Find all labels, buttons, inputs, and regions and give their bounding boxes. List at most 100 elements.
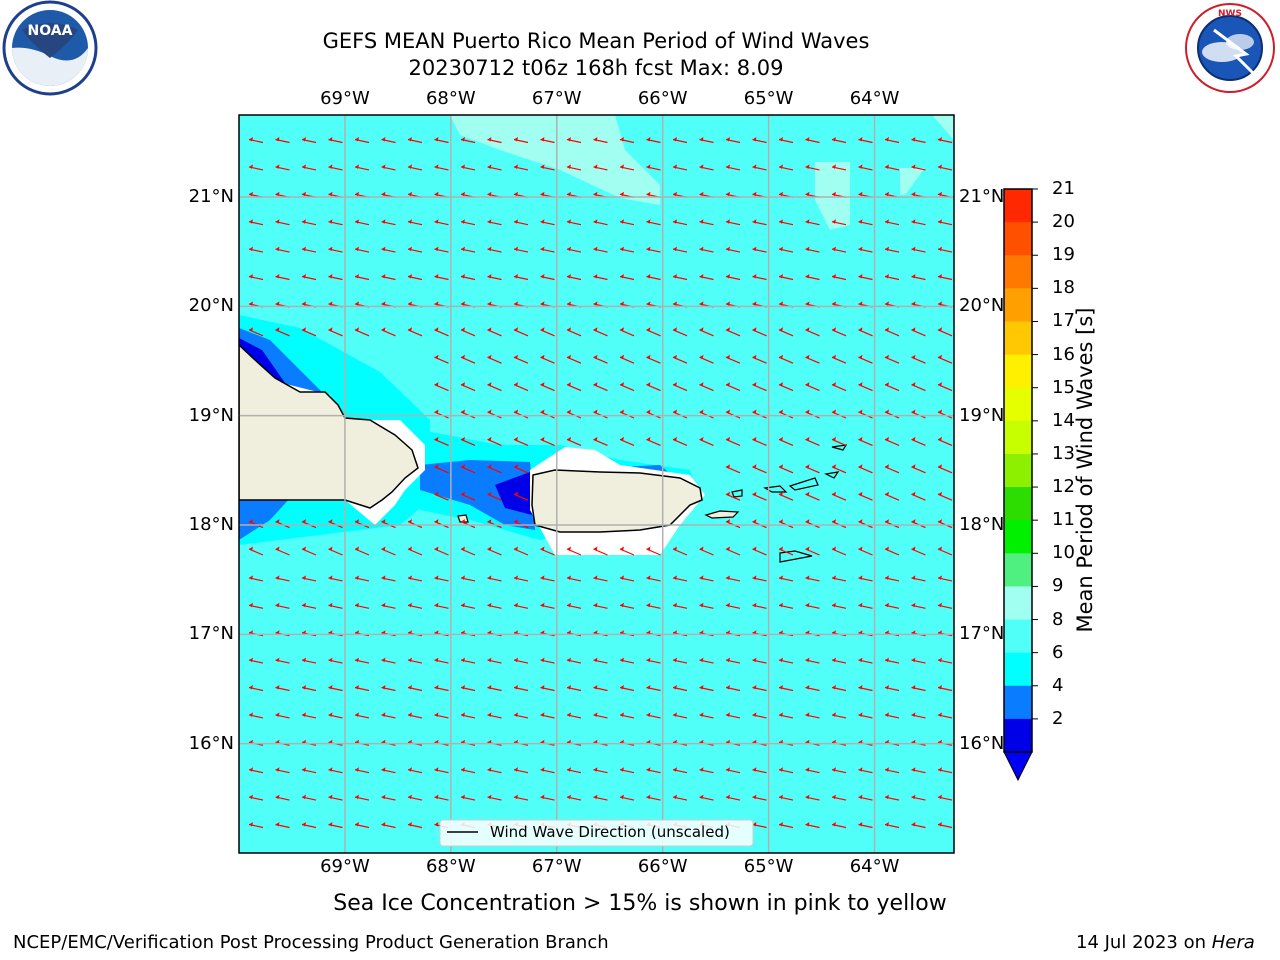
wave-direction-arrowhead	[302, 794, 306, 800]
wave-direction-arrowhead	[911, 822, 916, 827]
legend-label: Wind Wave Direction (unscaled)	[490, 823, 730, 841]
wave-direction-arrowhead	[249, 327, 253, 332]
wave-direction-arrowhead	[434, 602, 439, 608]
wave-direction-arrowhead	[408, 137, 412, 142]
wave-direction-arrowhead	[567, 685, 571, 690]
wave-direction-arrowhead	[275, 191, 280, 197]
wave-direction-arrowhead	[673, 327, 677, 332]
wave-direction-arrowhead	[779, 354, 783, 360]
wave-direction-arrowhead	[408, 602, 412, 608]
wave-direction-arrowhead	[593, 219, 598, 224]
wave-direction-arrowhead	[779, 794, 783, 800]
wave-direction-arrowhead	[593, 191, 598, 197]
wave-direction-arrowhead	[885, 491, 889, 497]
wave-direction-arrowhead	[540, 219, 545, 224]
wave-direction-arrowhead	[540, 685, 545, 690]
wave-direction-arrowhead	[938, 354, 942, 360]
wave-direction-arrowhead	[779, 382, 783, 387]
wave-direction-arrowhead	[514, 219, 518, 224]
wave-direction-arrowhead	[779, 436, 783, 442]
wave-direction-arrowhead	[249, 546, 253, 551]
wave-direction-arrowhead	[646, 546, 651, 551]
wave-direction-arrowhead	[699, 712, 704, 717]
wave-direction-arrowhead	[805, 219, 810, 224]
wave-direction-arrowhead	[487, 546, 492, 551]
wave-direction-arrowhead	[461, 164, 465, 169]
lon-label-bottom: 64°W	[849, 856, 900, 877]
wave-direction-arrowhead	[699, 630, 704, 635]
lon-label-top: 66°W	[637, 88, 688, 109]
wave-direction-arrowhead	[858, 712, 863, 717]
lon-label-bottom: 69°W	[320, 856, 370, 877]
wave-direction-arrowhead	[328, 327, 333, 332]
wave-direction-arrowhead	[302, 219, 306, 224]
wave-direction-arrowhead	[620, 575, 624, 580]
wave-direction-arrowhead	[699, 602, 704, 608]
wave-direction-arrowhead	[673, 794, 677, 800]
colorbar-tick-label: 11	[1052, 509, 1075, 531]
wave-direction-arrowhead	[302, 630, 306, 635]
wave-direction-arrowhead	[885, 274, 889, 279]
wave-direction-arrowhead	[355, 327, 359, 332]
wave-direction-arrowhead	[673, 301, 677, 306]
wave-direction-arrowhead	[911, 685, 916, 690]
wave-direction-arrowhead	[726, 685, 730, 690]
wave-direction-arrowhead	[540, 546, 545, 551]
wave-direction-arrowhead	[779, 491, 783, 497]
wave-direction-arrowhead	[302, 767, 306, 772]
wave-direction-arrowhead	[461, 491, 465, 497]
wave-direction-arrowhead	[832, 630, 836, 635]
wave-direction-arrowhead	[726, 354, 730, 360]
wave-direction-arrowhead	[832, 491, 836, 497]
wave-direction-arrowhead	[593, 382, 598, 387]
wave-direction-arrowhead	[540, 767, 545, 772]
wave-direction-arrowhead	[858, 685, 863, 690]
wave-direction-arrowhead	[779, 546, 783, 551]
wave-direction-arrowhead	[752, 794, 757, 800]
lat-label-left: 17°N	[188, 623, 234, 645]
wave-direction-arrowhead	[487, 274, 492, 279]
wave-direction-arrowhead	[832, 436, 836, 442]
wave-direction-arrowhead	[593, 354, 598, 360]
wave-direction-arrowhead	[699, 436, 704, 442]
wave-direction-arrowhead	[593, 137, 598, 142]
wave-direction-arrowhead	[355, 546, 359, 551]
wave-direction-arrowhead	[858, 246, 863, 252]
colorbar-tick-label: 12	[1052, 476, 1075, 498]
colorbar-bin	[1004, 321, 1032, 356]
wave-direction-arrowhead	[779, 767, 783, 772]
wave-direction-arrowhead	[832, 246, 836, 252]
wave-direction-arrowhead	[381, 137, 386, 142]
wave-direction-arrowhead	[408, 657, 412, 663]
wave-direction-arrowhead	[699, 409, 704, 414]
wave-direction-arrowhead	[673, 164, 677, 169]
wave-direction-arrowhead	[752, 274, 757, 279]
blue-zone-southwest	[239, 495, 290, 540]
wave-direction-arrowhead	[673, 602, 677, 608]
colorbar-tick-label: 17	[1052, 310, 1075, 332]
wave-direction-arrowhead	[514, 164, 518, 169]
wave-direction-arrowhead	[726, 164, 730, 169]
wave-direction-arrowhead	[832, 354, 836, 360]
wave-direction-arrowhead	[249, 219, 253, 224]
wave-direction-arrowhead	[593, 546, 598, 551]
wave-direction-arrowhead	[673, 546, 677, 551]
wave-direction-arrowhead	[302, 164, 306, 169]
puerto-rico-land	[531, 469, 703, 533]
wave-direction-arrowhead	[328, 602, 333, 608]
wave-direction-arrowhead	[434, 491, 439, 497]
wave-direction-arrowhead	[381, 327, 386, 332]
wave-direction-arrowhead	[832, 137, 836, 142]
wave-direction-arrowhead	[620, 436, 624, 442]
footer-host: Hera	[1211, 932, 1255, 953]
wave-direction-arrowhead	[514, 519, 518, 524]
wave-direction-arrowhead	[885, 246, 889, 252]
colorbar-tick-label: 8	[1052, 608, 1064, 630]
wave-direction-arrowhead	[408, 246, 412, 252]
wave-direction-arrowhead	[381, 191, 386, 197]
colorbar-tick-label: 9	[1052, 575, 1064, 597]
wave-direction-arrowhead	[434, 794, 439, 800]
wave-direction-arrowhead	[434, 274, 439, 279]
wave-direction-arrowhead	[328, 685, 333, 690]
